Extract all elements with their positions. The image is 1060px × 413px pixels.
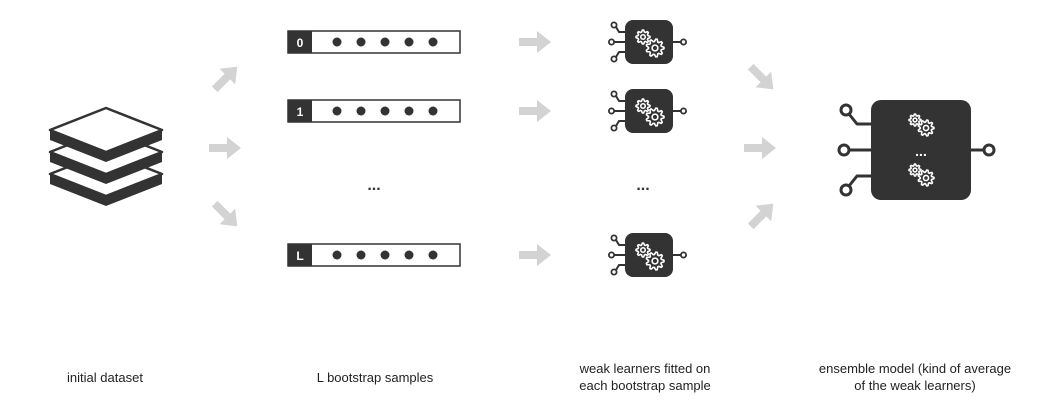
- weak-learner-1: [608, 89, 687, 133]
- pin-terminal: [679, 107, 687, 115]
- pin-line: [615, 239, 625, 246]
- pin-terminal: [608, 38, 616, 46]
- arrow-dataset-to-sample-1: [209, 137, 241, 159]
- pin-line: [615, 26, 625, 33]
- pin-line: [615, 51, 625, 58]
- caption-bootstrap-text: L bootstrap samples: [316, 370, 434, 385]
- sample-dot: [428, 106, 438, 116]
- ensemble-model-icon: ...: [837, 100, 996, 200]
- sample-index-box: [288, 31, 312, 53]
- sample-dot: [356, 250, 366, 260]
- bootstrap-sample-1: 1: [287, 99, 461, 123]
- arrow-shape: [209, 137, 241, 159]
- sample-dot: [428, 37, 438, 47]
- gear-icon: [635, 29, 651, 45]
- chip-body: [871, 100, 971, 200]
- samples-ellipsis: ...: [367, 177, 380, 194]
- arrow-shape: [519, 244, 551, 266]
- gear-icon: [645, 107, 665, 127]
- pin-line: [847, 113, 871, 126]
- gear-icon: [635, 242, 651, 258]
- arrow-shape: [519, 31, 551, 53]
- pin-terminal: [837, 143, 851, 157]
- pin-terminal: [610, 268, 618, 276]
- arrow-dataset-to-sample-L: [211, 200, 238, 227]
- pin-terminal: [608, 107, 616, 115]
- sample-dot: [356, 106, 366, 116]
- pin-line: [615, 264, 625, 271]
- pin-terminal: [610, 124, 618, 132]
- bootstrap-sample-0: 0: [287, 30, 461, 54]
- arrow-shape: [747, 203, 774, 230]
- caption-weak-line-2: each bootstrap sample: [579, 378, 711, 393]
- pin-terminal: [610, 90, 618, 98]
- caption-ensemble-line-1: ensemble model (kind of average: [818, 361, 1012, 376]
- pin-terminal: [610, 234, 618, 242]
- pin-terminal: [982, 143, 996, 157]
- dataset-layer: [48, 106, 164, 162]
- sample-dot: [404, 106, 414, 116]
- arrow-shape: [211, 200, 238, 227]
- arrow-sample-to-learner-2: [519, 244, 551, 266]
- caption-weak-line-1: weak learners fitted on: [579, 361, 711, 376]
- pin-terminal: [610, 21, 618, 29]
- caption-ensemble-line-2: of the weak learners): [854, 378, 976, 393]
- pin-terminal: [610, 55, 618, 63]
- sample-dot: [404, 37, 414, 47]
- pin-line: [847, 174, 871, 187]
- pin-terminal: [679, 38, 687, 46]
- sample-dot: [404, 250, 414, 260]
- gear-icon: [645, 38, 665, 58]
- caption-initial-dataset: initial dataset: [40, 369, 170, 386]
- sample-dot: [332, 37, 342, 47]
- sample-index-box: [288, 100, 312, 122]
- sample-dot: [380, 37, 390, 47]
- pin-line: [615, 95, 625, 102]
- weak-learner-2: [608, 233, 687, 277]
- caption-ensemble-model: ensemble model (kind of average of the w…: [800, 360, 1030, 394]
- sample-index-label: L: [296, 249, 303, 263]
- caption-weak-learners: weak learners fitted on each bootstrap s…: [555, 360, 735, 394]
- gear-icon: [917, 169, 935, 187]
- arrow-shape: [211, 66, 238, 93]
- chip-body: [625, 20, 673, 64]
- sample-dot: [380, 250, 390, 260]
- sample-index-label: 0: [297, 36, 304, 50]
- gear-icon: [917, 119, 935, 137]
- weak-learner-0: [608, 20, 687, 64]
- pin-terminal: [839, 103, 853, 117]
- caption-initial-dataset-text: initial dataset: [67, 370, 143, 385]
- sample-dot: [380, 106, 390, 116]
- chip-body: [625, 89, 673, 133]
- sample-dot: [332, 106, 342, 116]
- arrow-shape: [519, 100, 551, 122]
- sample-dot: [428, 250, 438, 260]
- arrow-shape: [747, 63, 774, 90]
- arrow-sample-to-learner-1: [519, 100, 551, 122]
- learners-ellipsis: ...: [636, 177, 649, 194]
- sample-index-label: 1: [297, 105, 304, 119]
- bootstrap-sample-L: L: [287, 243, 461, 267]
- arrow-sample-to-learner-0: [519, 31, 551, 53]
- sample-dot: [356, 37, 366, 47]
- gear-icon: [645, 251, 665, 271]
- sample-index-box: [288, 244, 312, 266]
- pin-line: [615, 120, 625, 127]
- gear-icon: [635, 98, 651, 114]
- arrow-learner-to-ensemble-1: [744, 137, 776, 159]
- arrow-shape: [744, 137, 776, 159]
- pin-terminal: [839, 183, 853, 197]
- arrow-dataset-to-sample-0: [211, 66, 238, 93]
- pin-terminal: [608, 251, 616, 259]
- ensemble-ellipsis: ...: [915, 143, 927, 159]
- dataset-stack-icon: [48, 106, 164, 206]
- arrow-learner-to-ensemble-L: [747, 203, 774, 230]
- arrow-learner-to-ensemble-0: [747, 63, 774, 90]
- sample-dot: [332, 250, 342, 260]
- chip-body: [625, 233, 673, 277]
- caption-bootstrap-samples: L bootstrap samples: [295, 369, 455, 386]
- pin-terminal: [679, 251, 687, 259]
